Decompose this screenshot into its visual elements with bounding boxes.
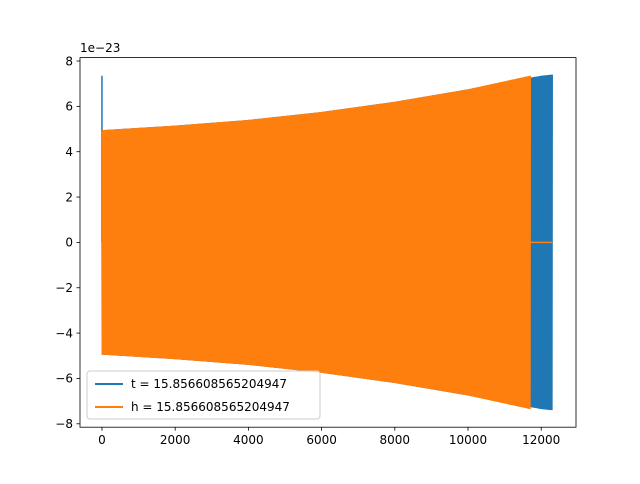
series-layer	[101, 74, 553, 411]
y-tick-label: 0	[65, 236, 73, 250]
legend: t = 15.856608565204947 h = 15.8566085652…	[86, 370, 321, 420]
x-tick-label: 10000	[449, 433, 487, 447]
series-h	[101, 75, 553, 409]
y-axis: −8 −6 −4 −2 0 2 4 6 8	[55, 54, 80, 431]
x-tick-label: 8000	[380, 433, 411, 447]
y-tick-label: −8	[55, 417, 73, 431]
x-tick-label: 12000	[522, 433, 560, 447]
y-tick-label: 2	[65, 190, 73, 204]
legend-label-t: t = 15.856608565204947	[131, 377, 287, 391]
y-tick-label: 8	[65, 54, 73, 68]
legend-box	[86, 370, 321, 420]
legend-label-h: h = 15.856608565204947	[131, 400, 290, 414]
y-tick-label: −2	[55, 281, 73, 295]
x-tick-label: 2000	[160, 433, 191, 447]
y-tick-label: 4	[65, 145, 73, 159]
y-tick-label: −4	[55, 326, 73, 340]
x-tick-label: 4000	[233, 433, 264, 447]
y-tick-label: 6	[65, 100, 73, 114]
y-tick-label: −6	[55, 372, 73, 386]
x-axis: 0 2000 4000 6000 8000 10000 12000	[98, 427, 560, 447]
x-tick-label: 0	[98, 433, 106, 447]
series-line	[101, 75, 531, 409]
x-tick-label: 6000	[306, 433, 337, 447]
y-offset-text: 1e−23	[80, 41, 120, 55]
